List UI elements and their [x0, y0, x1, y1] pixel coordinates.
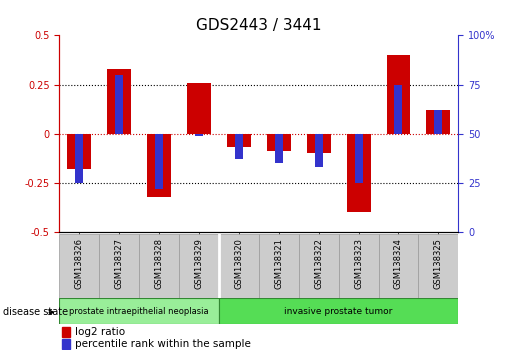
- Title: GDS2443 / 3441: GDS2443 / 3441: [196, 18, 321, 33]
- Bar: [62, 339, 70, 349]
- Text: GSM138323: GSM138323: [354, 238, 363, 289]
- Bar: [235, 133, 243, 159]
- Text: GSM138329: GSM138329: [195, 238, 203, 289]
- Bar: [354, 133, 363, 183]
- Bar: [267, 133, 290, 151]
- Bar: [195, 133, 203, 136]
- Text: GSM138320: GSM138320: [234, 238, 243, 289]
- Bar: [435, 110, 442, 133]
- Bar: [386, 55, 410, 133]
- Bar: [339, 234, 379, 299]
- Text: GSM138325: GSM138325: [434, 238, 443, 289]
- Text: log2 ratio: log2 ratio: [75, 327, 125, 337]
- Text: GSM138322: GSM138322: [314, 238, 323, 289]
- Text: GSM138327: GSM138327: [115, 238, 124, 289]
- Bar: [107, 69, 131, 133]
- Bar: [259, 234, 299, 299]
- Bar: [179, 234, 219, 299]
- Text: invasive prostate tumor: invasive prostate tumor: [284, 307, 393, 316]
- Text: GSM138324: GSM138324: [394, 238, 403, 289]
- Bar: [347, 133, 370, 212]
- Bar: [59, 234, 99, 299]
- Bar: [99, 234, 139, 299]
- Bar: [147, 133, 171, 196]
- Bar: [67, 133, 91, 169]
- Text: GSM138326: GSM138326: [75, 238, 83, 289]
- Bar: [219, 298, 458, 324]
- Bar: [227, 133, 251, 147]
- Bar: [379, 234, 418, 299]
- Text: GSM138321: GSM138321: [274, 238, 283, 289]
- Bar: [155, 133, 163, 189]
- Bar: [394, 85, 402, 133]
- Text: GSM138328: GSM138328: [154, 238, 163, 289]
- Text: prostate intraepithelial neoplasia: prostate intraepithelial neoplasia: [69, 307, 209, 316]
- Text: percentile rank within the sample: percentile rank within the sample: [75, 339, 251, 349]
- Bar: [59, 298, 219, 324]
- Bar: [62, 327, 70, 337]
- Bar: [315, 133, 322, 167]
- Bar: [139, 234, 179, 299]
- Text: disease state: disease state: [3, 307, 67, 317]
- Bar: [307, 133, 331, 153]
- Bar: [219, 234, 259, 299]
- Bar: [418, 234, 458, 299]
- Bar: [426, 110, 450, 133]
- Bar: [299, 234, 339, 299]
- Bar: [115, 75, 123, 133]
- Bar: [75, 133, 83, 183]
- Bar: [275, 133, 283, 163]
- Bar: [187, 82, 211, 133]
